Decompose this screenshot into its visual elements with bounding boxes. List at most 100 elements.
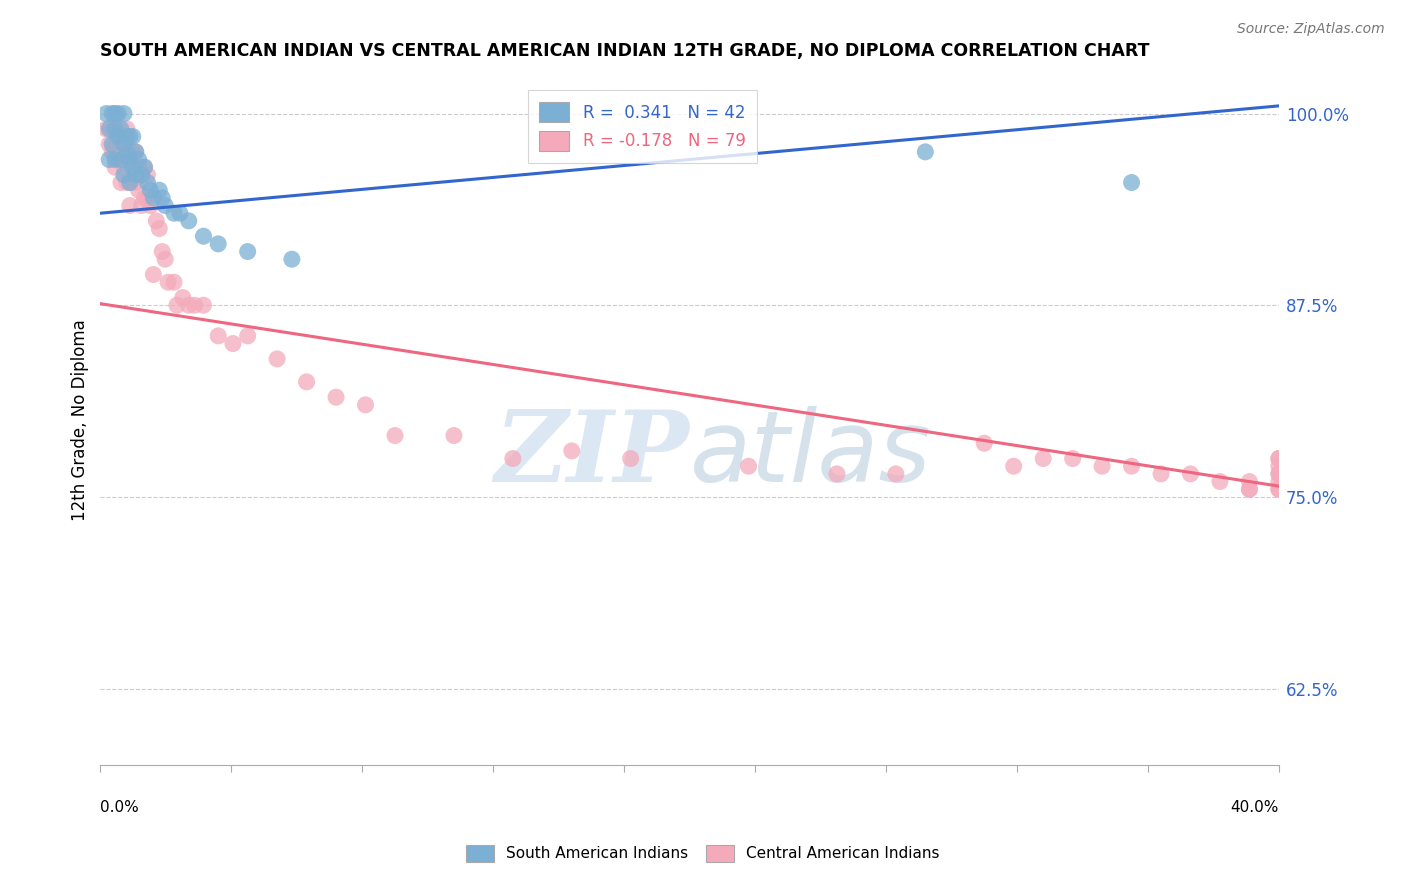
Point xyxy=(1268,482,1291,496)
Point xyxy=(121,168,143,182)
Point xyxy=(101,137,124,152)
Point xyxy=(193,298,215,312)
Point xyxy=(118,145,141,159)
Point xyxy=(115,129,138,144)
Point xyxy=(128,160,150,174)
Point xyxy=(134,160,156,174)
Point xyxy=(131,168,153,182)
Point xyxy=(183,298,205,312)
Point xyxy=(295,375,318,389)
Point xyxy=(121,160,143,174)
Point xyxy=(1239,482,1261,496)
Point xyxy=(104,153,127,167)
Point xyxy=(115,153,138,167)
Point xyxy=(148,183,170,197)
Point xyxy=(157,275,180,289)
Point xyxy=(1121,176,1143,190)
Point xyxy=(236,329,259,343)
Point xyxy=(110,129,132,144)
Point xyxy=(104,121,127,136)
Point xyxy=(139,183,162,197)
Text: 40.0%: 40.0% xyxy=(1230,800,1279,814)
Point xyxy=(153,252,176,267)
Point xyxy=(1209,475,1232,489)
Point xyxy=(107,129,129,144)
Point xyxy=(1268,467,1291,481)
Point xyxy=(1091,459,1114,474)
Point xyxy=(142,191,165,205)
Point xyxy=(128,153,150,167)
Point xyxy=(96,106,118,120)
Point xyxy=(104,160,127,174)
Point xyxy=(148,221,170,235)
Point xyxy=(112,137,135,152)
Point xyxy=(1032,451,1054,466)
Point xyxy=(98,153,121,167)
Legend: South American Indians, Central American Indians: South American Indians, Central American… xyxy=(460,838,946,868)
Point xyxy=(1268,475,1291,489)
Point xyxy=(884,467,907,481)
Point xyxy=(125,168,148,182)
Point xyxy=(112,137,135,152)
Text: 0.0%: 0.0% xyxy=(100,800,139,814)
Point xyxy=(150,191,173,205)
Point xyxy=(104,137,127,152)
Legend: R =  0.341   N = 42, R = -0.178   N = 79: R = 0.341 N = 42, R = -0.178 N = 79 xyxy=(527,90,758,162)
Point xyxy=(825,467,848,481)
Point xyxy=(110,153,132,167)
Point xyxy=(110,121,132,136)
Point xyxy=(139,198,162,212)
Point xyxy=(1239,482,1261,496)
Point xyxy=(222,336,245,351)
Point xyxy=(125,145,148,159)
Point xyxy=(207,236,229,251)
Point xyxy=(973,436,995,450)
Text: Source: ZipAtlas.com: Source: ZipAtlas.com xyxy=(1237,22,1385,37)
Point xyxy=(101,121,124,136)
Point xyxy=(1268,459,1291,474)
Point xyxy=(125,145,148,159)
Point xyxy=(561,443,583,458)
Point xyxy=(110,176,132,190)
Point xyxy=(354,398,377,412)
Point xyxy=(163,206,186,220)
Point xyxy=(177,214,200,228)
Point xyxy=(193,229,215,244)
Point xyxy=(384,428,406,442)
Point xyxy=(107,145,129,159)
Point xyxy=(115,145,138,159)
Point xyxy=(325,390,347,404)
Point xyxy=(134,160,156,174)
Point xyxy=(136,176,159,190)
Point xyxy=(1239,475,1261,489)
Point xyxy=(128,183,150,197)
Point xyxy=(1268,451,1291,466)
Text: atlas: atlas xyxy=(689,406,931,503)
Point xyxy=(112,106,135,120)
Point xyxy=(502,451,524,466)
Point xyxy=(98,121,121,136)
Point xyxy=(1268,467,1291,481)
Point xyxy=(134,191,156,205)
Point xyxy=(121,129,143,144)
Point xyxy=(1268,451,1291,466)
Point xyxy=(1150,467,1173,481)
Point xyxy=(443,428,465,442)
Point xyxy=(101,145,124,159)
Point xyxy=(115,121,138,136)
Point xyxy=(121,145,143,159)
Point xyxy=(1002,459,1025,474)
Text: ZIP: ZIP xyxy=(495,407,689,503)
Point xyxy=(1268,482,1291,496)
Point xyxy=(236,244,259,259)
Point xyxy=(107,121,129,136)
Point xyxy=(153,198,176,212)
Point xyxy=(118,198,141,212)
Point xyxy=(1121,459,1143,474)
Point xyxy=(110,153,132,167)
Point xyxy=(914,145,936,159)
Point xyxy=(118,129,141,144)
Point xyxy=(207,329,229,343)
Point xyxy=(104,106,127,120)
Point xyxy=(112,168,135,182)
